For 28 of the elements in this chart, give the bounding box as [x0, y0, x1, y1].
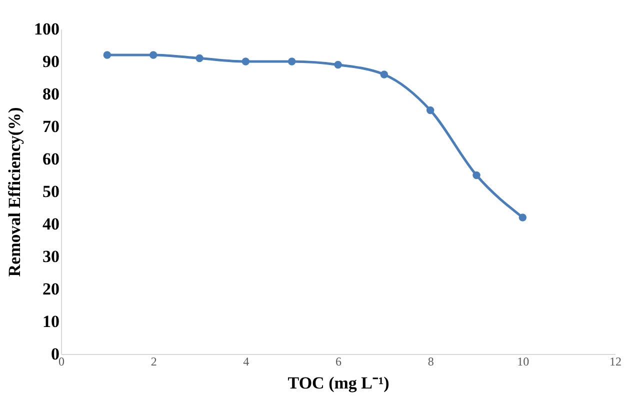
y-tick-label: 50 — [42, 182, 60, 201]
y-tick-label: 70 — [42, 117, 60, 136]
y-axis-title: Removal Efficiency(%) — [5, 107, 24, 277]
y-tick-label: 80 — [42, 84, 60, 104]
x-tick-label: 10 — [517, 354, 530, 368]
point — [426, 106, 434, 114]
point — [196, 54, 204, 62]
point — [103, 51, 112, 59]
point — [380, 70, 388, 78]
x-tick-label: 12 — [610, 354, 622, 368]
point — [472, 171, 480, 180]
x-tick-label: 2 — [150, 354, 157, 368]
y-tick-label: 40 — [42, 214, 60, 234]
point — [149, 51, 158, 59]
x-tick-label: 8 — [428, 354, 434, 368]
y-tick-label: 10 — [42, 312, 60, 331]
point — [242, 58, 250, 66]
x-tick-label: 4 — [243, 354, 250, 368]
x-tick-label: 6 — [336, 354, 342, 368]
point — [334, 60, 342, 69]
y-tick-label: 60 — [42, 150, 60, 168]
y-tick-label: 90 — [42, 52, 60, 71]
y-tick-label: 20 — [42, 280, 60, 298]
point — [518, 214, 527, 222]
y-tick-label: 100 — [34, 20, 60, 38]
x-axis-title: TOC (mg L⁻¹) — [288, 374, 390, 392]
y-tick-label: 30 — [42, 247, 60, 266]
point — [288, 58, 296, 66]
